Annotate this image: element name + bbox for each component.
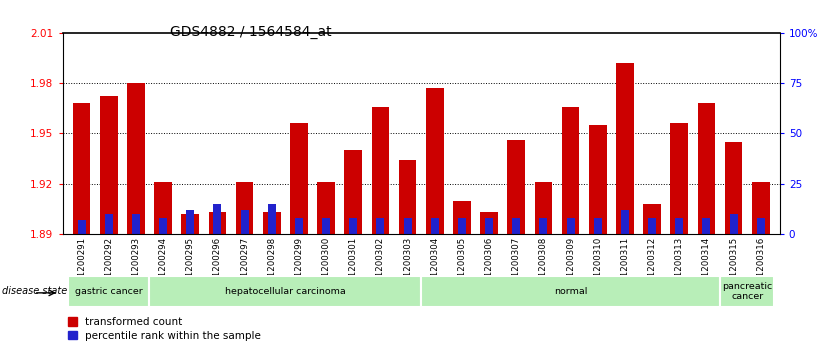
Bar [725, 142, 742, 234]
Text: GDS4882 / 1564584_at: GDS4882 / 1564584_at [170, 25, 332, 40]
Bar [214, 204, 221, 234]
Bar [208, 212, 226, 234]
Bar [426, 88, 444, 234]
Bar [399, 160, 416, 234]
Bar [480, 212, 498, 234]
Bar [73, 103, 90, 234]
Bar [154, 182, 172, 234]
Bar [186, 210, 194, 234]
Legend: transformed count, percentile rank within the sample: transformed count, percentile rank withi… [68, 317, 261, 340]
Bar [132, 214, 140, 234]
Bar [268, 204, 276, 234]
Bar [240, 210, 249, 234]
Bar [149, 276, 421, 307]
Bar [752, 182, 770, 234]
Bar [404, 218, 411, 234]
Bar [485, 218, 493, 234]
Bar [159, 218, 167, 234]
Bar [697, 103, 716, 234]
Text: hepatocellular carcinoma: hepatocellular carcinoma [225, 287, 346, 296]
Text: disease state: disease state [2, 286, 67, 297]
Bar [458, 218, 466, 234]
Bar [756, 218, 765, 234]
Bar [535, 182, 552, 234]
Bar [290, 123, 308, 234]
Bar [540, 218, 547, 234]
Bar [702, 218, 711, 234]
Bar [453, 201, 470, 234]
Bar [295, 218, 303, 234]
Text: pancreatic
cancer: pancreatic cancer [722, 282, 772, 301]
Text: normal: normal [554, 287, 587, 296]
Bar [594, 218, 602, 234]
Bar [263, 212, 280, 234]
Bar [421, 276, 720, 307]
Bar [317, 182, 335, 234]
Bar [349, 218, 357, 234]
Bar [376, 218, 384, 234]
Bar [730, 214, 737, 234]
Bar [621, 210, 629, 234]
Bar [671, 123, 688, 234]
Bar [589, 125, 606, 234]
Bar [236, 182, 254, 234]
Bar [431, 218, 439, 234]
Bar [78, 220, 86, 234]
Bar [322, 218, 330, 234]
Bar [512, 218, 520, 234]
Text: gastric cancer: gastric cancer [75, 287, 143, 296]
Bar [105, 214, 113, 234]
Bar [562, 106, 580, 234]
Bar [566, 218, 575, 234]
Bar [68, 276, 149, 307]
Bar [720, 276, 774, 307]
Bar [616, 63, 634, 234]
Bar [507, 140, 525, 234]
Bar [100, 97, 118, 234]
Bar [344, 150, 362, 234]
Bar [182, 214, 199, 234]
Bar [372, 106, 389, 234]
Bar [127, 83, 145, 234]
Bar [676, 218, 683, 234]
Bar [643, 204, 661, 234]
Bar [648, 218, 656, 234]
